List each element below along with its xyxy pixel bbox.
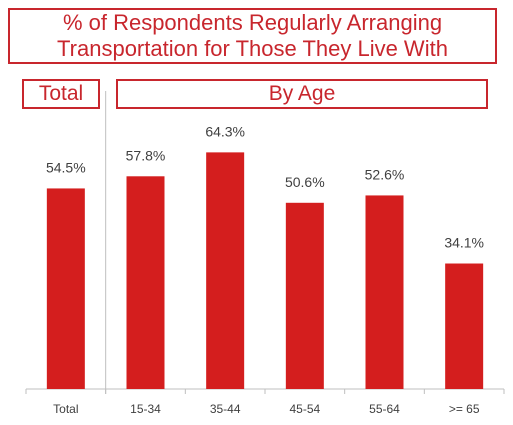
x-tick-label-0: Total <box>53 402 78 416</box>
data-label-0: 54.5% <box>46 159 86 175</box>
bar-4 <box>365 195 404 389</box>
x-tick-label-1: 15-34 <box>130 402 161 416</box>
data-label-5: 34.1% <box>444 235 484 251</box>
chart-title-line-1: % of Respondents Regularly Arranging <box>62 10 443 35</box>
data-label-4: 52.6% <box>365 166 405 182</box>
chart-title-box: % of Respondents Regularly Arranging Tra… <box>8 8 497 64</box>
x-tick-label-5: >= 65 <box>449 402 480 416</box>
x-tick-label-2: 35-44 <box>210 402 241 416</box>
data-label-3: 50.6% <box>285 174 325 190</box>
group-header-total: Total <box>22 79 100 109</box>
bar-3 <box>285 202 324 389</box>
bar-0 <box>46 188 85 389</box>
chart-title-line-2: Transportation for Those They Live With <box>57 36 448 61</box>
x-tick-label-4: 55-64 <box>369 402 400 416</box>
group-header-by-age: By Age <box>116 79 488 109</box>
data-label-1: 57.8% <box>126 147 166 163</box>
bar-2 <box>206 152 245 389</box>
bar-1 <box>126 176 165 389</box>
bar-5 <box>445 263 484 389</box>
data-label-2: 64.3% <box>205 123 245 139</box>
x-tick-label-3: 45-54 <box>289 402 320 416</box>
